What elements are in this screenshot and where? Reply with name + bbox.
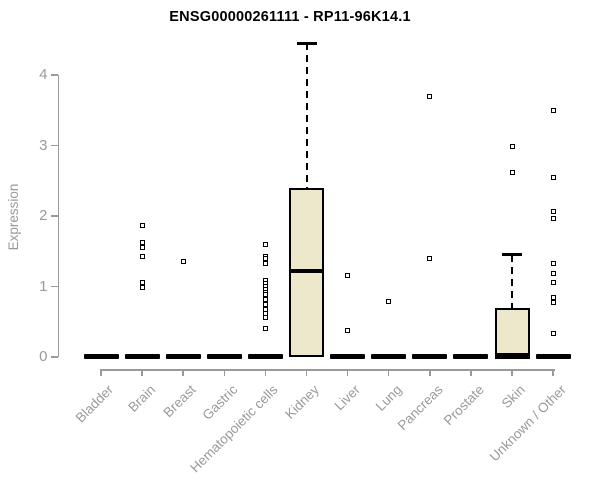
outlier-point (262, 325, 268, 331)
whisker-line (511, 254, 513, 308)
y-tick (50, 74, 58, 76)
x-category-label: Liver (331, 382, 364, 414)
median-line (494, 353, 530, 359)
zero-box (453, 353, 489, 359)
chart-title: ENSG00000261111 - RP11-96K14.1 (169, 9, 411, 25)
x-category-label: Breast (160, 382, 199, 421)
outlier-point (262, 315, 268, 321)
outlier-point (345, 272, 351, 278)
y-tick-label: 0 (39, 348, 48, 365)
x-category-label: Lung (372, 382, 405, 414)
zero-box (330, 353, 366, 359)
x-tick (429, 369, 431, 376)
zero-box (412, 353, 448, 359)
outlier-point (550, 215, 556, 221)
outlier-point (550, 299, 556, 305)
outlier-point (262, 255, 268, 261)
x-tick (305, 369, 308, 376)
x-category-label: Skin (498, 382, 528, 412)
zero-box (206, 353, 242, 359)
whisker-cap (502, 253, 522, 257)
zero-box (371, 353, 407, 359)
x-tick (470, 369, 472, 376)
y-tick-label: 4 (39, 66, 48, 83)
x-tick (552, 369, 554, 376)
x-tick (141, 369, 143, 376)
x-tick (223, 369, 226, 376)
outlier-point (262, 241, 268, 247)
y-tick-label: 3 (39, 136, 48, 154)
zero-box (83, 353, 119, 359)
y-axis-line (57, 75, 59, 357)
x-tick (511, 369, 513, 376)
outlier-point (345, 328, 351, 334)
outlier-point (550, 175, 556, 181)
outlier-point (262, 292, 268, 298)
outlier-point (550, 280, 556, 286)
median-line (289, 268, 324, 273)
outlier-point (550, 270, 556, 276)
outlier-point (139, 239, 145, 245)
y-tick-label: 1 (39, 277, 48, 295)
outlier-point (386, 298, 392, 304)
box (494, 307, 530, 357)
zero-box (247, 353, 283, 359)
outlier-point (427, 94, 433, 100)
y-tick (50, 356, 58, 358)
x-axis-line (101, 369, 555, 371)
x-tick (346, 369, 349, 376)
y-tick (50, 215, 58, 217)
x-tick (100, 369, 102, 376)
outlier-point (139, 244, 145, 250)
x-category-label: Brain (124, 382, 158, 415)
outlier-point (509, 170, 515, 176)
x-category-label: Prostate (440, 382, 487, 429)
outlier-point (262, 261, 268, 267)
outlier-point (427, 255, 433, 261)
zero-box (124, 353, 160, 359)
whisker-cap (296, 41, 317, 45)
x-category-label: Bladder (73, 382, 117, 426)
y-tick (50, 144, 58, 147)
x-tick (264, 369, 267, 376)
outlier-point (139, 284, 145, 290)
outlier-point (139, 223, 145, 229)
outlier-point (550, 260, 556, 266)
outlier-point (262, 297, 268, 303)
y-tick (50, 285, 58, 288)
outlier-point (550, 209, 556, 215)
x-category-label: Kidney (282, 382, 323, 422)
x-category-label: Unknown / Other (486, 382, 569, 465)
x-tick (182, 369, 184, 376)
outlier-point (139, 279, 145, 285)
outlier-point (180, 259, 186, 265)
y-tick-label: 2 (39, 207, 48, 224)
outlier-point (139, 254, 145, 260)
outlier-point (550, 330, 556, 336)
x-tick (387, 369, 390, 376)
outlier-point (550, 294, 556, 300)
outlier-point (509, 144, 515, 150)
whisker-line (305, 43, 308, 188)
zero-box (165, 353, 201, 359)
outlier-point (550, 108, 556, 114)
zero-box (535, 353, 571, 359)
